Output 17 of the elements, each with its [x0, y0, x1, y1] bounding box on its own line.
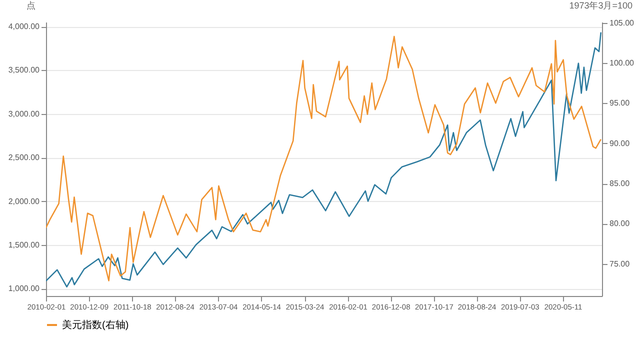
y2-tick-label: 100.00 — [610, 58, 635, 68]
y2-tick-label: 90.00 — [610, 138, 630, 148]
y-tick-label: 1,500.00 — [8, 240, 40, 250]
y-tick-label: 2,000.00 — [8, 196, 40, 206]
y-tick-label: 4,000.00 — [8, 22, 40, 32]
y-axis-title: 点 — [26, 0, 36, 10]
y-tick-label: 3,000.00 — [8, 109, 40, 118]
y2-tick-label: 85.00 — [610, 179, 630, 188]
y2-tick-label: 75.00 — [610, 259, 630, 268]
y2-tick-label: 95.00 — [610, 98, 630, 108]
y-tick-label: 3,500.00 — [8, 66, 40, 75]
y2-tick-label: 80.00 — [610, 219, 630, 228]
y-tick-label: 2,500.00 — [8, 153, 40, 162]
legend-label: 美元指数(右轴) — [62, 319, 129, 331]
y2-tick-label: 105.00 — [610, 18, 635, 28]
y2-axis-title: 1973年3月=100 — [569, 0, 632, 10]
y-tick-label: 1,000.00 — [8, 284, 40, 294]
